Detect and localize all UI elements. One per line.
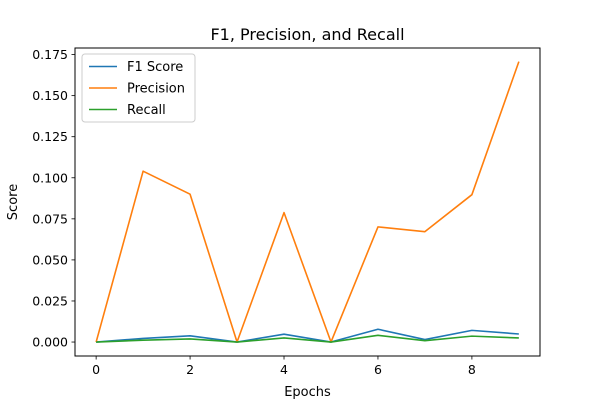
- legend-label-recall: Recall: [127, 103, 166, 118]
- x-tick-label: 2: [186, 362, 194, 377]
- chart-title: F1, Precision, and Recall: [210, 25, 404, 44]
- legend: F1 Score Precision Recall: [81, 53, 196, 123]
- series-line-recall: [96, 334, 519, 343]
- y-tick-label: 0.100: [32, 170, 68, 185]
- y-axis-ticks: 0.000 0.025 0.050 0.075 0.100 0.125 0.150 0.175: [32, 47, 75, 350]
- x-tick-label: 4: [280, 362, 288, 377]
- x-tick-label: 6: [374, 362, 382, 377]
- legend-label-f1-score: F1 Score: [127, 60, 183, 75]
- y-axis-label: Score: [6, 184, 21, 220]
- series-line-precision: [95, 61, 520, 343]
- y-tick-label: 0.000: [32, 335, 68, 350]
- y-tick-label: 0.175: [32, 47, 68, 62]
- y-tick-label: 0.150: [32, 88, 68, 103]
- legend-box: [81, 53, 196, 123]
- legend-label-precision: Precision: [127, 82, 185, 97]
- y-tick-label: 0.075: [32, 211, 68, 226]
- x-tick-label: 0: [92, 362, 100, 377]
- series-lines: [95, 61, 520, 343]
- x-axis-label: Epochs: [284, 385, 331, 400]
- series-line-f1-score: [96, 328, 519, 343]
- x-axis-ticks: 0 2 4 6 8: [92, 356, 476, 377]
- x-tick-label: 8: [468, 362, 476, 377]
- y-tick-label: 0.125: [32, 129, 68, 144]
- y-tick-label: 0.050: [32, 252, 68, 267]
- y-tick-label: 0.025: [32, 293, 68, 308]
